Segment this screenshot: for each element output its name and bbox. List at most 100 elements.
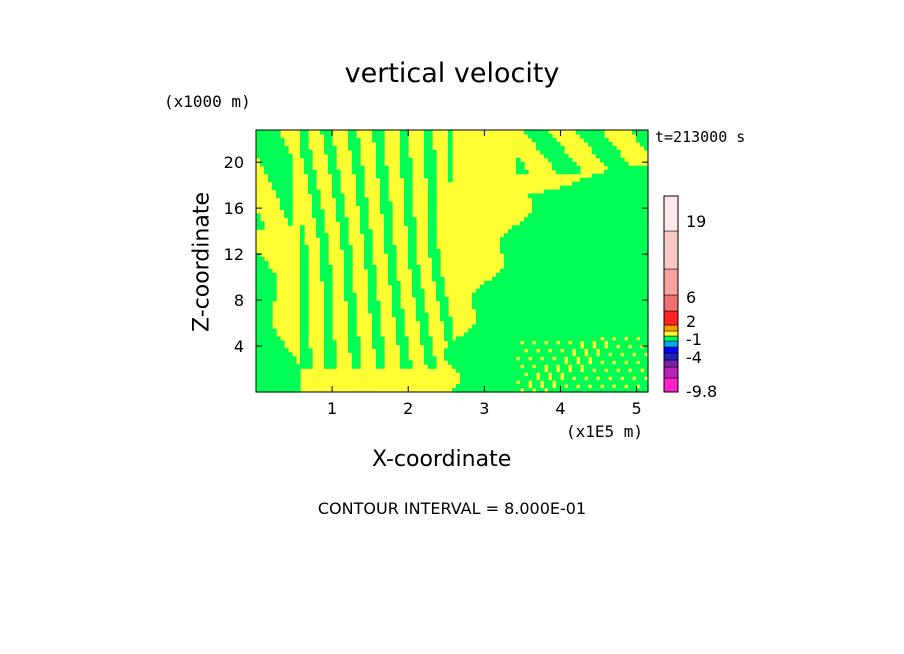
field-cell: [544, 332, 549, 338]
field-cell: [632, 201, 637, 207]
field-cell: [272, 145, 277, 151]
field-cell: [504, 324, 509, 330]
field-cell: [644, 130, 649, 135]
field-cell: [280, 141, 285, 147]
field-cell: [376, 352, 381, 357]
field-cell: [564, 209, 569, 214]
field-cell: [356, 185, 361, 191]
field-cell: [260, 261, 265, 266]
field-cell: [288, 372, 293, 377]
field-cell: [340, 237, 345, 242]
field-cell: [352, 336, 357, 341]
field-cell: [540, 130, 545, 135]
field-cell: [560, 276, 565, 282]
field-cell: [552, 237, 557, 242]
field-cell: [316, 193, 321, 199]
field-cell: [284, 157, 289, 163]
field-cell: [628, 364, 633, 369]
field-cell: [468, 360, 473, 365]
field-cell: [520, 276, 525, 282]
field-cell: [280, 360, 285, 365]
field-cell: [624, 344, 629, 349]
field-cell: [644, 141, 649, 147]
field-cell: [512, 372, 517, 377]
field-cell: [572, 237, 577, 242]
field-cell: [472, 292, 477, 298]
field-cell: [616, 320, 621, 326]
field-cell: [416, 300, 421, 306]
field-cell: [300, 356, 305, 361]
field-cell: [380, 161, 385, 167]
field-cell: [516, 268, 521, 274]
field-cell: [476, 344, 481, 349]
field-cell: [268, 149, 273, 155]
field-cell: [400, 130, 405, 135]
field-cell: [544, 316, 549, 322]
field-cell: [640, 332, 645, 338]
field-cell: [280, 197, 285, 203]
field-cell: [444, 304, 449, 310]
field-cell: [572, 280, 577, 286]
field-cell: [256, 221, 261, 226]
field-cell: [636, 364, 641, 369]
field-cell: [392, 312, 397, 318]
field-cell: [540, 145, 545, 151]
field-cell: [432, 257, 437, 262]
field-cell: [492, 296, 497, 302]
field-cell: [544, 280, 549, 286]
field-cell: [408, 253, 413, 258]
field-cell: [300, 304, 305, 310]
field-cell: [536, 280, 541, 286]
field-cell: [632, 360, 637, 365]
field-cell: [568, 312, 573, 318]
field-cell: [548, 213, 553, 218]
field-cell: [608, 292, 613, 298]
field-cell: [592, 292, 597, 298]
field-cell: [544, 320, 549, 326]
field-cell: [560, 304, 565, 310]
field-cell: [260, 276, 265, 282]
field-cell: [484, 292, 489, 298]
field-cell: [516, 324, 521, 330]
field-cell: [392, 292, 397, 298]
field-cell: [556, 153, 561, 159]
field-cell: [568, 288, 573, 294]
field-cell: [528, 225, 533, 230]
field-cell: [528, 241, 533, 246]
field-cell: [604, 272, 609, 278]
field-cell: [284, 348, 289, 353]
field-cell: [608, 380, 613, 385]
field-cell: [560, 213, 565, 218]
field-cell: [560, 280, 565, 286]
field-cell: [592, 376, 597, 381]
field-cell: [572, 364, 577, 369]
field-cell: [400, 332, 405, 338]
field-cell: [264, 300, 269, 306]
field-cell: [608, 384, 613, 389]
field-cell: [624, 165, 629, 171]
field-cell: [312, 181, 317, 187]
field-cell: [460, 348, 465, 353]
field-cell: [604, 221, 609, 226]
field-cell: [436, 261, 441, 266]
field-cell: [284, 153, 289, 159]
field-cell: [596, 221, 601, 226]
field-cell: [580, 384, 585, 389]
field-cell: [628, 312, 633, 318]
field-cell: [556, 320, 561, 326]
field-cell: [564, 272, 569, 278]
field-cell: [588, 217, 593, 222]
field-cell: [564, 316, 569, 322]
field-cell: [268, 161, 273, 167]
field-cell: [360, 173, 365, 179]
field-cell: [400, 324, 405, 330]
field-cell: [600, 153, 605, 159]
field-cell: [544, 264, 549, 270]
field-cell: [404, 177, 409, 183]
field-cell: [552, 157, 557, 163]
field-cell: [532, 201, 537, 207]
field-cell: [592, 149, 597, 155]
field-cell: [492, 308, 497, 314]
field-cell: [644, 245, 649, 250]
